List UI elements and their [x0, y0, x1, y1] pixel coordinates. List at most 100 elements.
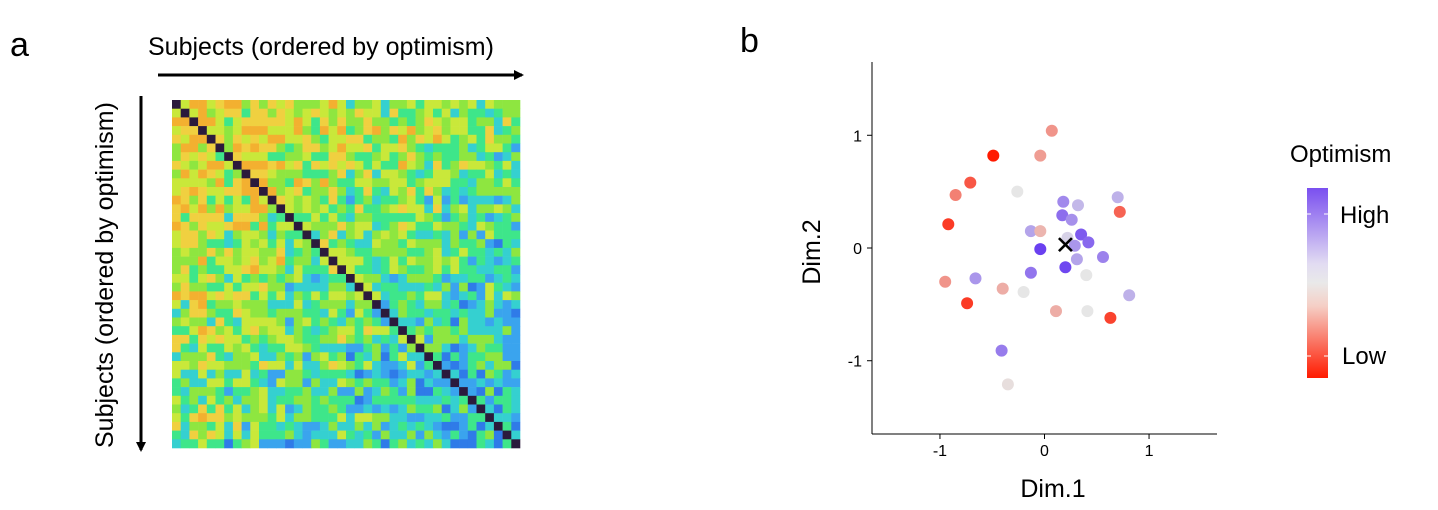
heatmap-cell — [172, 378, 181, 388]
heatmap-cell — [302, 404, 312, 414]
heatmap-cell — [259, 352, 268, 362]
heatmap-cell — [380, 126, 390, 136]
heatmap-cell — [433, 395, 442, 405]
heatmap-cell — [224, 395, 234, 405]
heatmap-cell — [180, 404, 190, 414]
heatmap-cell — [450, 439, 460, 449]
heatmap-cell — [250, 230, 260, 240]
heatmap-cell — [346, 317, 355, 327]
heatmap-cell — [398, 204, 408, 214]
heatmap-cell — [511, 352, 521, 362]
heatmap-cell — [259, 387, 268, 397]
heatmap-cell — [459, 143, 469, 153]
heatmap-cell — [276, 108, 286, 118]
heatmap-cell — [450, 195, 460, 205]
heatmap-cell — [493, 352, 503, 362]
heatmap-cell — [406, 169, 416, 179]
heatmap-cell — [285, 108, 295, 118]
heatmap-cell — [406, 100, 416, 109]
heatmap-cell — [302, 387, 312, 397]
heatmap-cell — [232, 430, 242, 440]
heatmap-cell — [354, 430, 364, 440]
heatmap-cell — [424, 343, 434, 353]
heatmap-cell — [328, 239, 338, 249]
heatmap-cell — [267, 152, 277, 162]
heatmap-cell — [189, 213, 199, 223]
heatmap-cell — [259, 100, 268, 109]
heatmap-cell — [354, 108, 364, 118]
heatmap-cell — [389, 221, 399, 231]
heatmap-cell — [450, 221, 460, 231]
heatmap-cell — [511, 326, 521, 336]
heatmap-cell — [293, 108, 303, 118]
heatmap-cell — [459, 326, 469, 336]
heatmap-cell — [389, 256, 399, 266]
heatmap-cell — [285, 274, 295, 283]
heatmap-cell — [267, 126, 277, 136]
heatmap-cell — [467, 126, 477, 136]
heatmap-cell — [346, 361, 355, 370]
heatmap-cell — [459, 117, 469, 127]
heatmap-cell — [511, 334, 521, 344]
heatmap-cell — [433, 117, 442, 127]
heatmap-cell — [485, 421, 495, 431]
heatmap-cell — [241, 256, 251, 266]
heatmap-cell — [232, 169, 242, 179]
heatmap-cell — [363, 343, 373, 353]
heatmap-cell — [241, 187, 251, 196]
heatmap-cell — [485, 326, 495, 336]
heatmap-cell — [259, 169, 268, 179]
heatmap-cell — [433, 343, 442, 353]
heatmap-cell — [172, 108, 181, 118]
heatmap-cell — [224, 430, 234, 440]
heatmap-cell — [467, 308, 477, 318]
heatmap-cell — [476, 317, 486, 327]
heatmap-cell — [319, 308, 329, 318]
heatmap-cell — [302, 187, 312, 196]
heatmap-cell — [206, 395, 216, 405]
heatmap-cell — [232, 326, 242, 336]
heatmap-cell — [267, 187, 277, 196]
heatmap-cell — [493, 108, 503, 118]
heatmap-cell — [337, 160, 347, 170]
scatter-point — [949, 189, 962, 201]
heatmap-cell — [441, 108, 451, 118]
heatmap-cell — [424, 274, 434, 283]
heatmap-cell — [276, 404, 286, 414]
heatmap-cell — [389, 108, 399, 118]
scatter-point — [1123, 289, 1136, 302]
heatmap-cell — [354, 204, 364, 214]
heatmap-cell — [433, 169, 442, 179]
heatmap-cell — [267, 204, 277, 214]
heatmap-cell — [267, 300, 277, 310]
heatmap-cell — [206, 430, 216, 440]
heatmap-cell — [354, 369, 364, 379]
heatmap-cell — [372, 404, 382, 414]
heatmap-cell — [467, 413, 477, 423]
heatmap-cell — [433, 308, 442, 318]
heatmap-cell — [293, 387, 303, 397]
heatmap-cell — [459, 291, 469, 301]
heatmap-cell — [424, 117, 434, 127]
legend-color-bar — [1307, 188, 1328, 378]
heatmap-cell — [389, 274, 399, 283]
heatmap-cell — [189, 169, 199, 179]
heatmap-cell — [302, 378, 312, 388]
heatmap-cell — [467, 265, 477, 275]
heatmap-cell — [215, 221, 225, 231]
heatmap-cell — [319, 352, 329, 362]
heatmap-cell — [276, 169, 286, 179]
heatmap-cell — [337, 395, 347, 405]
heatmap-cell — [293, 169, 303, 179]
heatmap-cell — [241, 213, 251, 223]
heatmap-cell — [172, 239, 181, 249]
heatmap-cell — [476, 108, 486, 118]
heatmap-cell — [276, 387, 286, 397]
heatmap-cell — [380, 439, 390, 449]
heatmap-cell — [215, 282, 225, 292]
heatmap-cell — [293, 126, 303, 136]
heatmap-cell — [415, 439, 425, 449]
heatmap-cell — [476, 230, 486, 240]
heatmap-cell — [459, 343, 469, 353]
heatmap-cell — [467, 117, 477, 127]
